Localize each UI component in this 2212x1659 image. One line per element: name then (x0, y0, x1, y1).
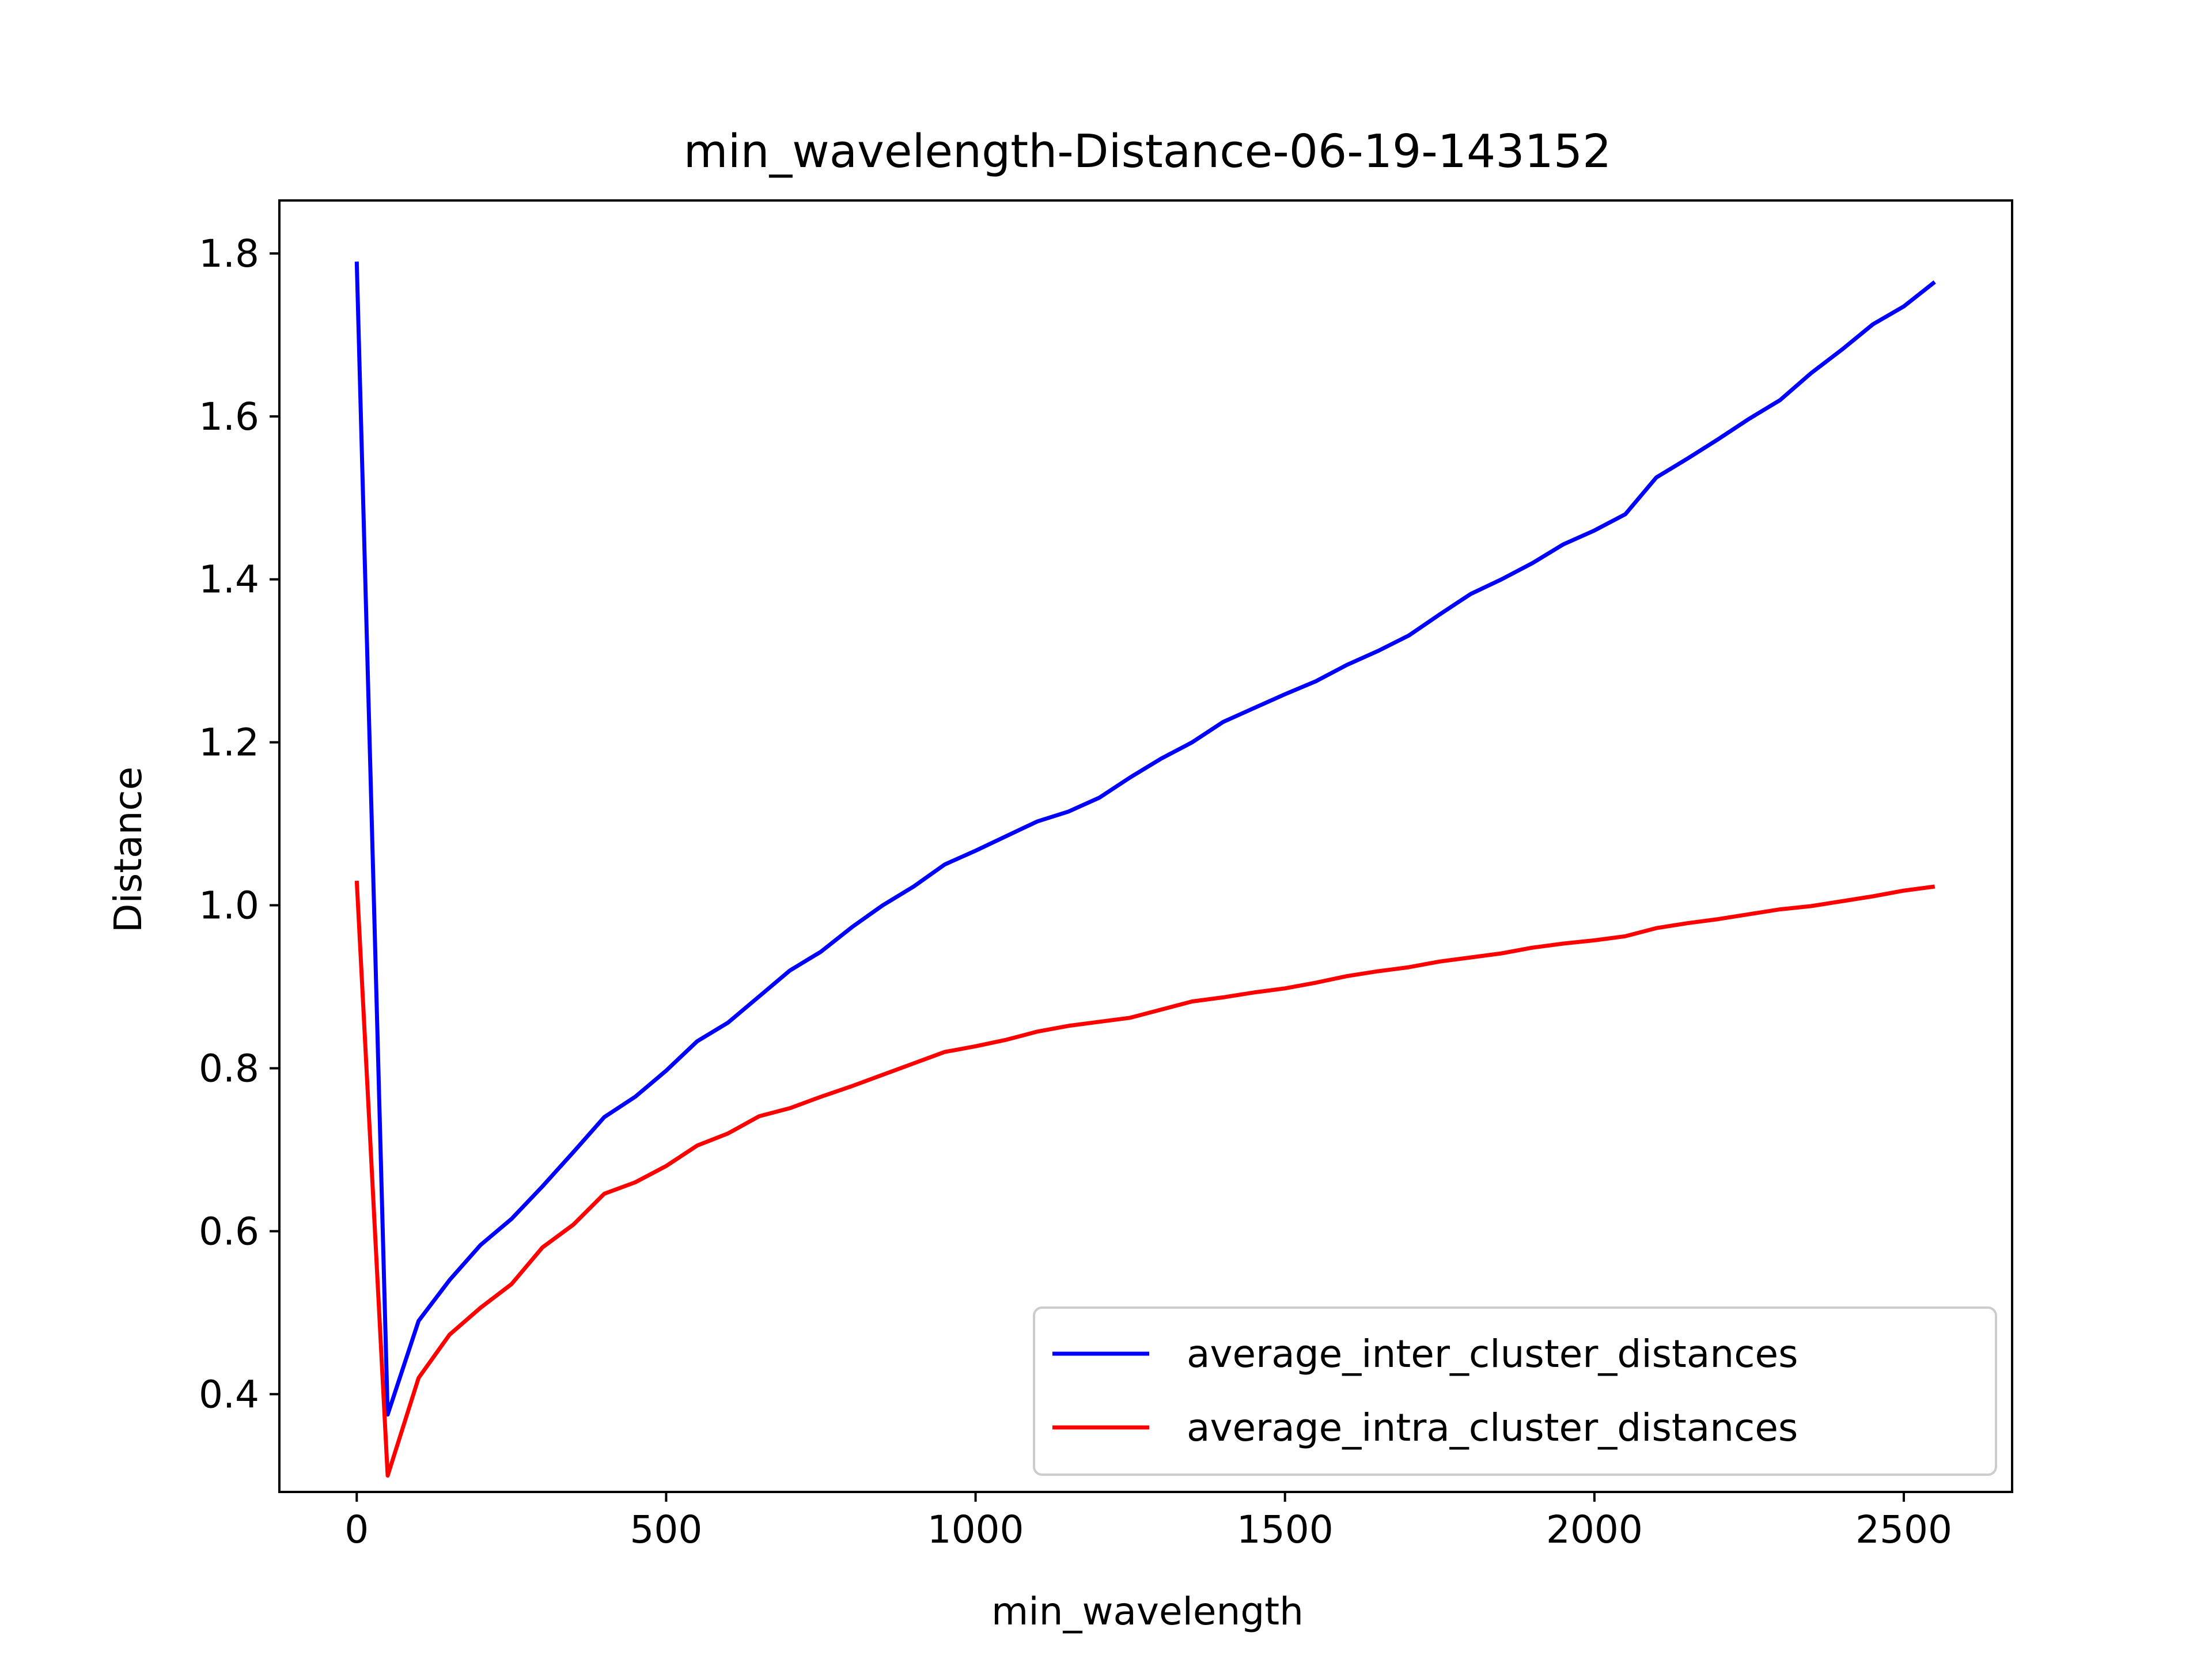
x-tick-label: 0 (344, 1508, 369, 1552)
series-line-2 (354, 880, 1936, 1478)
legend-box (1033, 1306, 1997, 1476)
y-tick-label: 0.6 (199, 1209, 259, 1253)
x-axis-label: min_wavelength (991, 1589, 1304, 1634)
chart-title: min_wavelength-Distance-06-19-143152 (684, 125, 1612, 178)
x-tick-label: 500 (630, 1508, 702, 1552)
plot-frame (278, 199, 2013, 1493)
y-tick-label: 1.4 (199, 558, 259, 602)
x-tick-label: 1500 (1237, 1508, 1334, 1552)
y-tick-label: 1.8 (199, 232, 259, 276)
x-tick-label: 1000 (927, 1508, 1024, 1552)
y-tick-label: 1.6 (199, 395, 259, 439)
y-axis-label: Distance (106, 767, 150, 933)
y-axis: 0.4 0.6 0.8 1.0 1.2 1.4 1.6 1.8 (199, 232, 279, 1416)
x-tick-label: 2500 (1855, 1508, 1952, 1552)
x-axis: 0 500 1000 1500 2000 2500 (344, 1492, 1952, 1552)
y-tick-label: 1.0 (199, 884, 259, 928)
legend-label-1: average_inter_cluster_distances (1187, 1332, 1798, 1376)
series-line-1 (354, 262, 1936, 1417)
legend-label-2: average_intra_cluster_distances (1187, 1406, 1798, 1450)
legend: average_inter_cluster_distances average_i… (1033, 1306, 1997, 1476)
y-tick-label: 0.8 (199, 1046, 259, 1090)
y-tick-label: 0.4 (199, 1372, 259, 1416)
series-layer (354, 262, 1936, 1478)
x-tick-label: 2000 (1546, 1508, 1643, 1552)
y-tick-label: 1.2 (199, 721, 259, 765)
